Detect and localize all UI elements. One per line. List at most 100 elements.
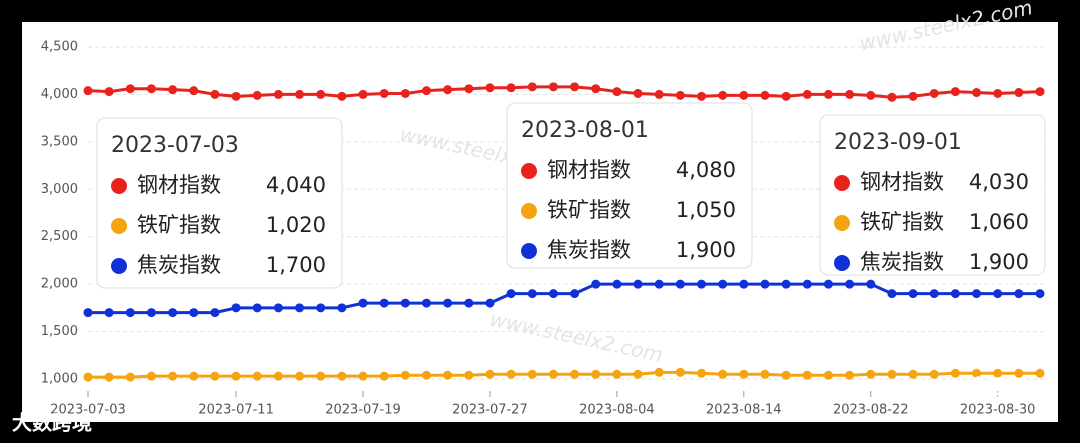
legend-dot [111,218,127,234]
data-point [633,279,643,289]
data-point [421,370,431,380]
data-point [845,370,855,380]
data-point [739,279,749,289]
data-point [633,88,643,98]
data-point [760,279,770,289]
data-point [168,371,178,381]
data-point [104,87,114,97]
data-point [316,303,326,313]
data-point [400,88,410,98]
data-point [1014,368,1024,378]
data-point [400,370,410,380]
data-point [612,279,622,289]
y-tick-label: 3,500 [41,134,78,149]
y-tick-label: 4,500 [41,40,78,55]
overlay-logo: 搜船宝 [965,375,1025,399]
tooltip-series-name: 焦炭指数 [860,250,944,274]
data-point [908,369,918,379]
data-point [591,369,601,379]
data-point [273,89,283,99]
tooltip-value: 4,030 [969,170,1029,194]
data-point [929,88,939,98]
data-point [464,370,474,380]
data-point [802,89,812,99]
tooltip-series-name: 焦炭指数 [137,253,221,277]
data-point [718,90,728,100]
legend-dot [521,243,537,259]
tooltip-series-name: 钢材指数 [860,170,944,194]
data-point [83,308,93,318]
data-point [929,289,939,299]
data-point [866,369,876,379]
data-point [1035,87,1045,97]
data-point [612,87,622,97]
data-point [993,88,1003,98]
data-point [273,371,283,381]
data-point [591,279,601,289]
data-point [104,308,114,318]
series-lines [83,82,1045,382]
data-point [950,87,960,97]
data-point [252,303,262,313]
x-tick-label: 2023-08-14 [706,403,782,418]
tooltip-box [819,114,1046,276]
data-point [379,88,389,98]
data-point [485,298,495,308]
y-tick-label: 1,500 [41,324,78,339]
data-point [83,372,93,382]
tooltip-value: 1,050 [676,198,736,222]
data-point [252,371,262,381]
data-point [146,308,156,318]
data-point [823,279,833,289]
tooltip-series-name: 铁矿指数 [137,213,221,237]
tooltip-series-name: 铁矿指数 [860,210,944,234]
series-line [88,282,1040,315]
y-tick-label: 2,000 [41,277,78,292]
data-point [908,289,918,299]
data-point [781,91,791,101]
data-point [760,369,770,379]
tooltip-series-name: 铁矿指数 [547,198,631,222]
data-point [485,83,495,93]
overlay-logo: 大数跨境 [12,411,92,435]
legend-dot [111,178,127,194]
tooltip-date: 2023-07-03 [111,133,239,158]
tooltip-date: 2023-08-01 [521,118,649,143]
tooltip-value: 1,900 [676,238,736,262]
data-point [845,89,855,99]
data-point [908,91,918,101]
data-point [210,308,220,318]
data-point [654,89,664,99]
data-point [950,368,960,378]
tooltip-box [506,102,753,269]
data-point [168,85,178,95]
data-point [697,368,707,378]
legend-dot [834,215,850,231]
data-point [675,279,685,289]
data-point [506,83,516,93]
x-tick-label: 2023-07-27 [452,403,528,418]
tooltip-value: 1,060 [969,210,1029,234]
data-point [1014,289,1024,299]
data-point [358,298,368,308]
x-tick-label: 2023-07-03 [50,403,126,418]
data-point [845,279,855,289]
data-point [506,369,516,379]
data-point [548,369,558,379]
data-point [866,279,876,289]
data-point [570,82,580,92]
data-point [210,89,220,99]
tooltip-value: 1,900 [969,250,1029,274]
data-point [591,84,601,94]
data-point [781,370,791,380]
data-point [400,298,410,308]
y-tick-label: 1,000 [41,372,78,387]
data-point [295,89,305,99]
data-point [506,289,516,299]
data-point [633,369,643,379]
data-point [210,371,220,381]
data-point [887,289,897,299]
data-point [231,91,241,101]
data-point [972,289,982,299]
